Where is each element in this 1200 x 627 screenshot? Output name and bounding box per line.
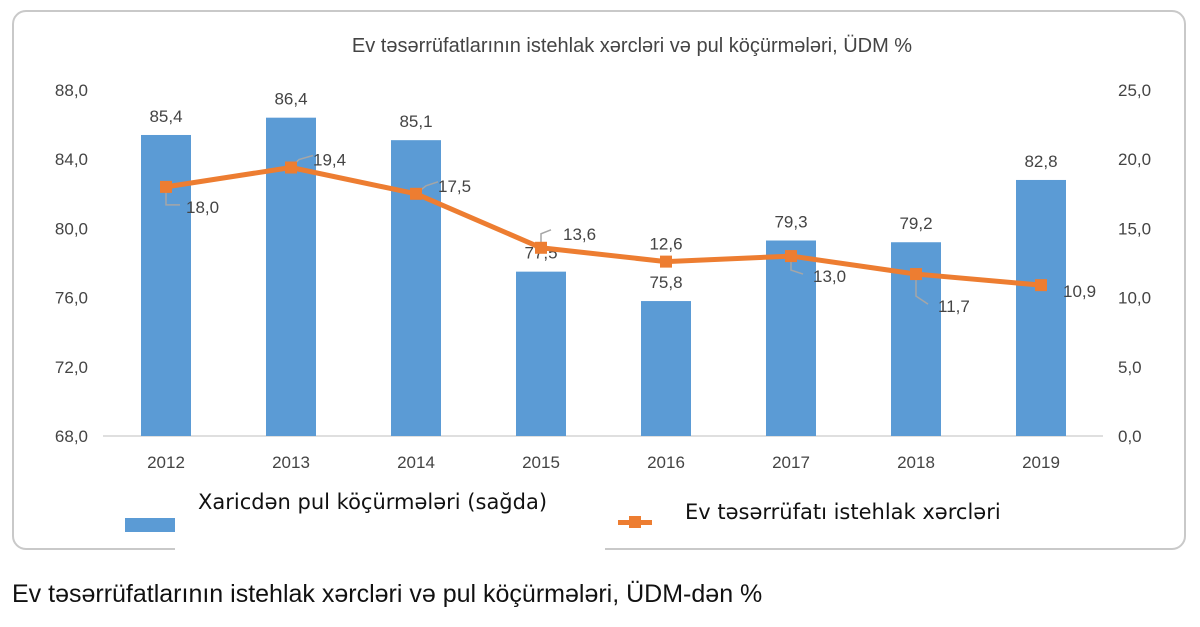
line-data-label: 13,0 bbox=[813, 267, 846, 286]
x-axis-tick: 2019 bbox=[1022, 453, 1060, 472]
legend-label-line: Ev təsərrüfatı istehlak xərcləri bbox=[685, 500, 1001, 524]
bar-data-label: 85,4 bbox=[149, 107, 182, 126]
bar-data-label: 79,2 bbox=[899, 214, 932, 233]
bar-data-label: 75,8 bbox=[649, 273, 682, 292]
bar-data-label: 79,3 bbox=[774, 213, 807, 232]
x-axis-tick: 2017 bbox=[772, 453, 810, 472]
x-axis-tick: 2015 bbox=[522, 453, 560, 472]
right-axis-tick: 15,0 bbox=[1118, 219, 1151, 238]
x-axis-tick: 2014 bbox=[397, 453, 435, 472]
line-marker bbox=[660, 255, 672, 268]
line-series bbox=[165, 165, 1042, 288]
line-marker bbox=[285, 161, 297, 174]
figure-caption: Ev təsərrüfatlarının istehlak xərcləri v… bbox=[12, 580, 763, 608]
line-marker bbox=[785, 250, 797, 263]
line-marker bbox=[910, 268, 922, 281]
bar bbox=[1016, 179, 1066, 436]
legend-background bbox=[175, 470, 605, 554]
line-data-label: 12,6 bbox=[649, 235, 682, 254]
bar-data-label: 85,1 bbox=[399, 112, 432, 131]
left-axis-tick: 68,0 bbox=[55, 427, 88, 446]
line-marker bbox=[535, 241, 547, 254]
right-axis-tick: 25,0 bbox=[1118, 81, 1151, 100]
line-data-label: 19,4 bbox=[313, 151, 346, 170]
right-axis-tick: 20,0 bbox=[1118, 150, 1151, 169]
bar bbox=[141, 134, 191, 437]
right-axis-tick: 5,0 bbox=[1118, 358, 1142, 377]
left-axis-tick: 88,0 bbox=[55, 81, 88, 100]
line-data-label: 17,5 bbox=[438, 177, 471, 196]
right-axis-tick: 0,0 bbox=[1118, 427, 1142, 446]
left-axis-tick: 76,0 bbox=[55, 289, 88, 308]
chart-title: Ev təsərrüfatlarının istehlak xərcləri v… bbox=[352, 35, 912, 57]
leader-line bbox=[915, 274, 929, 305]
line-marker bbox=[410, 187, 422, 200]
line-data-label: 10,9 bbox=[1063, 282, 1096, 301]
bar bbox=[641, 301, 691, 436]
bar-data-label: 86,4 bbox=[274, 90, 307, 109]
line-marker bbox=[1035, 279, 1047, 292]
bar-data-label: 82,8 bbox=[1024, 152, 1057, 171]
line-data-label: 11,7 bbox=[938, 297, 970, 316]
bar bbox=[516, 271, 566, 436]
line-marker bbox=[160, 180, 172, 193]
bar bbox=[391, 140, 441, 437]
left-axis-tick: 84,0 bbox=[55, 150, 88, 169]
left-axis-tick: 80,0 bbox=[55, 219, 88, 238]
x-axis-tick: 2012 bbox=[147, 453, 185, 472]
legend-bar-swatch bbox=[125, 518, 175, 532]
x-axis-tick: 2016 bbox=[647, 453, 685, 472]
line-data-label: 18,0 bbox=[186, 198, 219, 217]
left-axis-tick: 72,0 bbox=[55, 358, 88, 377]
right-axis-tick: 10,0 bbox=[1118, 289, 1151, 308]
legend-line-marker bbox=[629, 516, 641, 528]
line-data-label: 13,6 bbox=[563, 225, 596, 244]
bar bbox=[766, 240, 816, 436]
legend-label-bars: Xaricdən pul köçürmələri (sağda) bbox=[198, 490, 548, 514]
x-axis-tick: 2013 bbox=[272, 453, 310, 472]
x-axis-tick: 2018 bbox=[897, 453, 935, 472]
